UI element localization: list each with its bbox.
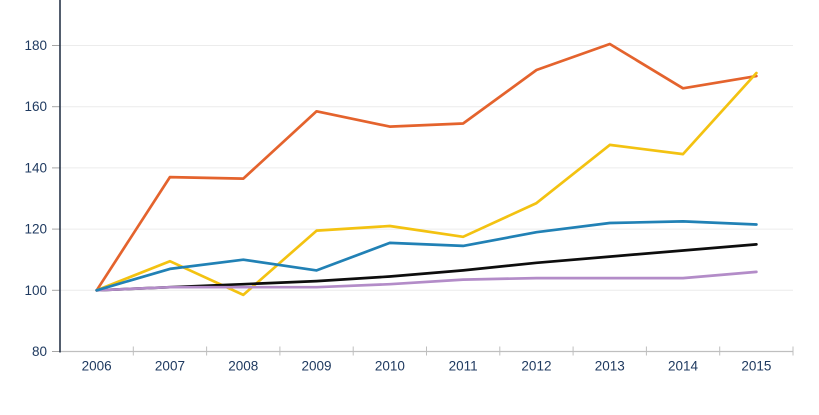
y-tick-label: 120 xyxy=(24,222,47,237)
series-line-blue-series xyxy=(95,220,758,292)
y-tick-label: 160 xyxy=(24,99,47,114)
series-line-orange-series xyxy=(95,42,758,292)
x-tick-label: 2015 xyxy=(741,359,771,374)
x-tick-label: 2012 xyxy=(521,359,551,374)
series-line-purple-series xyxy=(95,270,758,292)
series-line-yellow-series xyxy=(95,71,758,297)
x-tick-label: 2008 xyxy=(228,359,258,374)
y-tick-label: 180 xyxy=(24,38,47,53)
x-tick-label: 2010 xyxy=(375,359,405,374)
x-tick-label: 2006 xyxy=(82,359,112,374)
y-tick-label: 100 xyxy=(24,283,47,298)
x-tick-label: 2009 xyxy=(302,359,332,374)
x-tick-label: 2014 xyxy=(668,359,699,374)
x-tick-label: 2013 xyxy=(595,359,625,374)
y-tick-label: 80 xyxy=(32,344,47,359)
y-tick-label: 140 xyxy=(24,160,47,175)
x-tick-label: 2007 xyxy=(155,359,185,374)
x-tick-label: 2011 xyxy=(449,359,478,374)
series-line-black-series xyxy=(95,243,758,292)
